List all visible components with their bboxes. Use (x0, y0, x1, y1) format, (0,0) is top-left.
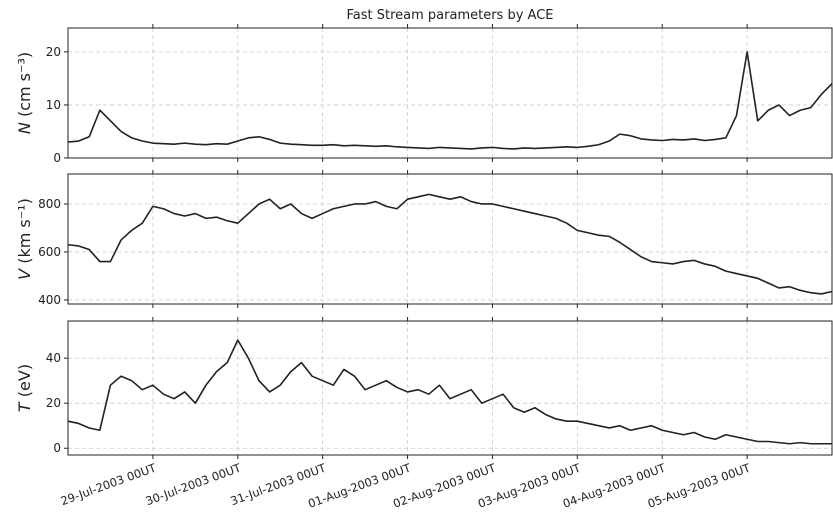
y-tick-label: 400 (38, 293, 61, 307)
x-tick-label: 30-Jul-2003 00UT (144, 460, 244, 508)
panel-frame (67, 173, 833, 305)
y-tick-label: 10 (46, 98, 61, 112)
y-tick-label: 40 (46, 351, 61, 365)
panel-frame (67, 27, 833, 159)
y-tick-label: 0 (53, 441, 61, 455)
y-label-symbol: N (15, 122, 34, 134)
data-line (67, 193, 833, 295)
y-axis-label: T (eV) (15, 364, 34, 412)
y-label-unit: (cm s⁻³) (15, 52, 34, 117)
y-tick-label: 20 (46, 45, 61, 59)
data-line (67, 339, 832, 445)
chart-title: Fast Stream parameters by ACE (347, 8, 554, 23)
y-label-symbol: V (15, 268, 34, 280)
y-tick-label: 0 (53, 151, 61, 165)
y-label-symbol: T (15, 401, 34, 412)
panel-frame (67, 320, 833, 456)
y-label-unit: (km s⁻¹) (15, 198, 34, 264)
y-axis-label: N (cm s⁻³) (15, 52, 34, 134)
data-line (67, 51, 833, 150)
x-tick-label: 29-Jul-2003 00UT (59, 460, 159, 508)
y-axis-label: V (km s⁻¹) (15, 198, 34, 280)
y-tick-label: 600 (38, 245, 61, 259)
y-label-unit: (eV) (15, 364, 34, 397)
y-tick-label: 20 (46, 396, 61, 410)
y-tick-label: 800 (38, 197, 61, 211)
